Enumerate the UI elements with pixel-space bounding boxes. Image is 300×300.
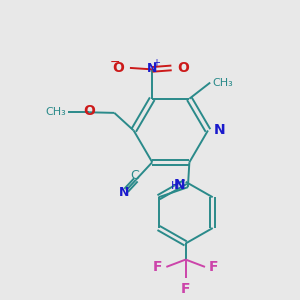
Text: O: O [177, 61, 189, 75]
Text: N: N [213, 124, 225, 137]
Text: F: F [153, 260, 162, 274]
Text: N: N [174, 178, 185, 192]
Text: N: N [118, 186, 129, 199]
Text: −: − [110, 56, 120, 69]
Text: F: F [181, 282, 190, 296]
Text: CH₃: CH₃ [45, 107, 66, 117]
Text: O: O [113, 61, 124, 75]
Text: H: H [171, 181, 180, 191]
Text: +: + [152, 58, 160, 68]
Text: CH₃: CH₃ [212, 78, 233, 88]
Text: O: O [83, 104, 95, 118]
Text: C: C [130, 169, 139, 182]
Text: F: F [209, 260, 219, 274]
Text: N: N [147, 62, 158, 75]
